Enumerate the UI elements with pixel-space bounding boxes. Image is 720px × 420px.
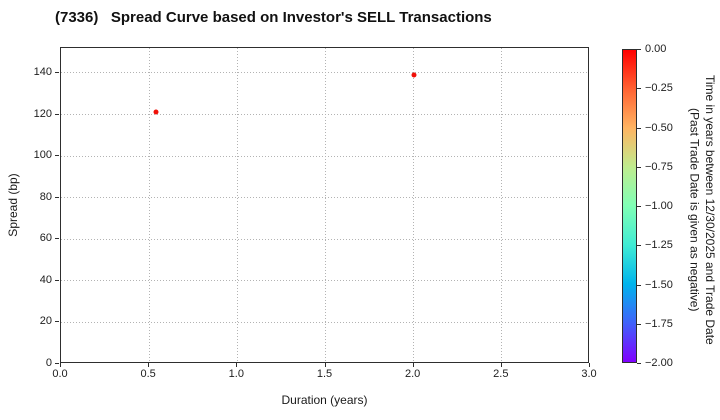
colorbar-label: Time in years between 12/30/2025 and Tra… bbox=[686, 42, 718, 378]
colorbar-label-line2: (Past Trade Date is given as negative) bbox=[687, 108, 702, 312]
colorbar-tick-mark bbox=[637, 363, 641, 364]
y-tick-label: 80 bbox=[39, 190, 52, 203]
x-tick-mark bbox=[324, 363, 326, 367]
x-axis-label: Duration (years) bbox=[281, 393, 368, 407]
y-tick-label: 20 bbox=[39, 315, 52, 328]
y-tick-label: 120 bbox=[33, 107, 52, 120]
plot-area bbox=[60, 47, 589, 363]
x-tick-label: 2.5 bbox=[493, 368, 509, 380]
y-tick-mark bbox=[55, 238, 59, 240]
x-gridline bbox=[148, 48, 150, 362]
y-gridline bbox=[61, 197, 588, 199]
colorbar-tick-label: 0.00 bbox=[645, 43, 667, 55]
colorbar-tick-mark bbox=[637, 49, 641, 50]
y-tick-mark bbox=[55, 196, 59, 198]
y-tick-label: 0 bbox=[45, 357, 52, 369]
y-gridline bbox=[61, 238, 588, 240]
data-point bbox=[153, 109, 159, 115]
x-tick-mark bbox=[500, 363, 502, 367]
y-gridline bbox=[61, 280, 588, 282]
y-gridline bbox=[61, 321, 588, 323]
data-point bbox=[411, 72, 417, 78]
colorbar-tick-label: −1.25 bbox=[645, 239, 673, 252]
colorbar-gradient bbox=[622, 49, 637, 363]
x-gridline bbox=[325, 48, 326, 362]
x-tick-mark bbox=[60, 363, 61, 367]
colorbar-tick-label: −0.50 bbox=[645, 121, 673, 134]
x-tick-label: 1.5 bbox=[316, 368, 333, 380]
colorbar-tick-label: −1.50 bbox=[645, 278, 673, 291]
y-tick-mark bbox=[55, 113, 59, 115]
colorbar-tick-mark bbox=[637, 127, 641, 129]
x-tick-mark bbox=[236, 363, 238, 367]
y-tick-mark bbox=[55, 155, 59, 157]
y-tick-mark bbox=[55, 71, 59, 73]
x-gridline bbox=[501, 48, 503, 362]
colorbar-tick-label: −1.00 bbox=[645, 200, 673, 212]
x-tick-label: 0.5 bbox=[140, 368, 156, 380]
y-tick-label: 100 bbox=[33, 149, 52, 162]
x-tick-label: 2.0 bbox=[405, 368, 421, 380]
colorbar-label-line1: Time in years between 12/30/2025 and Tra… bbox=[703, 75, 717, 345]
colorbar-tick-mark bbox=[637, 245, 641, 247]
x-tick-mark bbox=[148, 363, 150, 367]
x-gridline bbox=[236, 48, 238, 362]
x-tick-label: 3.0 bbox=[581, 368, 597, 380]
x-tick-label: 1.0 bbox=[228, 368, 244, 380]
colorbar-tick-mark bbox=[637, 323, 641, 325]
colorbar-tick-mark bbox=[637, 284, 641, 286]
colorbar-tick-label: −2.00 bbox=[645, 357, 673, 369]
x-gridline bbox=[413, 48, 415, 362]
y-tick-mark bbox=[55, 321, 59, 323]
y-tick-mark bbox=[55, 279, 59, 281]
colorbar-tick-label: −1.75 bbox=[645, 317, 673, 330]
colorbar-tick-label: −0.25 bbox=[645, 82, 673, 95]
colorbar-tick-mark bbox=[637, 206, 641, 207]
x-tick-mark bbox=[589, 363, 590, 367]
y-tick-label: 40 bbox=[39, 273, 52, 286]
y-gridline bbox=[61, 72, 588, 74]
x-tick-mark bbox=[412, 363, 414, 367]
y-tick-label: 60 bbox=[39, 232, 52, 245]
y-gridline bbox=[61, 114, 588, 116]
y-tick-label: 140 bbox=[33, 65, 52, 78]
colorbar-tick-mark bbox=[637, 166, 641, 168]
colorbar-tick-label: −0.75 bbox=[645, 160, 673, 173]
chart-title: (7336) Spread Curve based on Investor's … bbox=[55, 9, 492, 26]
y-tick-mark bbox=[55, 363, 59, 364]
x-tick-label: 0.0 bbox=[52, 368, 68, 380]
colorbar-tick-mark bbox=[637, 88, 641, 90]
y-gridline bbox=[61, 155, 588, 157]
